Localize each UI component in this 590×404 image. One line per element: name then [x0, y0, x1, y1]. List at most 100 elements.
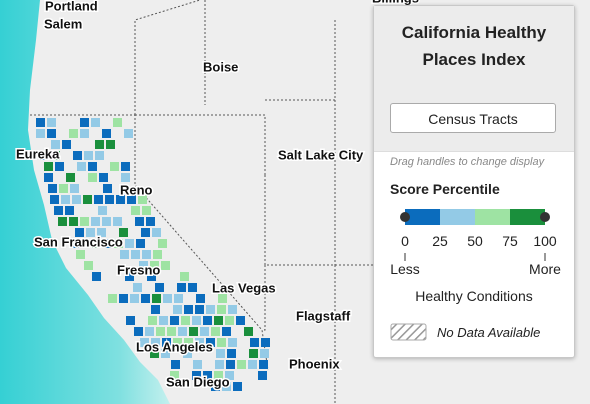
tract-tile	[47, 118, 56, 127]
tract-tile	[121, 162, 130, 171]
tract-tile	[248, 360, 257, 369]
tract-tile	[138, 195, 147, 204]
tract-tile	[159, 316, 168, 325]
tract-tile	[183, 349, 192, 358]
tract-tile	[158, 239, 167, 248]
scale-low: Less	[390, 261, 420, 277]
tract-tile	[189, 327, 198, 336]
tract-tile	[211, 327, 220, 336]
tract-tile	[147, 272, 156, 281]
tract-tile	[75, 228, 84, 237]
scale-tick-label: 75	[502, 233, 518, 249]
tract-tile	[95, 140, 104, 149]
scale-title: Score Percentile	[390, 181, 500, 197]
city-label: Phoenix	[289, 356, 340, 371]
tract-tile	[217, 338, 226, 347]
tract-tile	[36, 118, 45, 127]
tract-tile	[142, 250, 151, 259]
tract-tile	[47, 129, 56, 138]
tract-tile	[145, 327, 154, 336]
ocean	[0, 0, 170, 404]
tract-tile	[227, 349, 236, 358]
scale-tick-label: 50	[467, 233, 483, 249]
tract-tile	[72, 195, 81, 204]
tract-tile	[250, 338, 259, 347]
tract-tile	[113, 217, 122, 226]
legend-header: California Healthy Places Index Census T…	[374, 6, 574, 152]
tract-tile	[195, 338, 204, 347]
tract-tile	[84, 261, 93, 270]
tract-tile	[51, 140, 60, 149]
tract-tile	[259, 360, 268, 369]
tract-tile	[141, 228, 150, 237]
scale-segment	[405, 209, 440, 225]
tract-tile	[58, 217, 67, 226]
tract-tile	[261, 338, 270, 347]
tract-tile	[215, 360, 224, 369]
tract-tile	[140, 338, 149, 347]
tract-tile	[94, 195, 103, 204]
tract-tile	[222, 327, 231, 336]
tract-tile	[236, 316, 245, 325]
tract-tile	[193, 360, 202, 369]
scale-segment	[475, 209, 510, 225]
tract-tile	[119, 294, 128, 303]
tract-tile	[184, 305, 193, 314]
tract-tile	[131, 250, 140, 259]
city-label: Salem	[44, 16, 82, 31]
tract-tile	[106, 140, 115, 149]
tract-tile	[40, 151, 49, 160]
tract-tile	[141, 294, 150, 303]
tract-tile	[69, 129, 78, 138]
no-data-swatch	[390, 323, 427, 341]
scale-tick-label: 0	[401, 233, 409, 249]
tract-tile	[125, 272, 134, 281]
tract-tile	[135, 217, 144, 226]
tract-tile	[156, 327, 165, 336]
tract-tile	[44, 173, 53, 182]
tract-tile	[84, 151, 93, 160]
tract-tile	[51, 151, 60, 160]
tract-tile	[124, 129, 133, 138]
city-label: Salt Lake City	[278, 147, 364, 162]
tract-tile	[127, 195, 136, 204]
tract-tile	[73, 151, 82, 160]
tract-tile	[110, 162, 119, 171]
tract-tile	[192, 316, 201, 325]
tract-tile	[153, 250, 162, 259]
tract-tile	[114, 239, 123, 248]
tract-tile	[103, 239, 112, 248]
tract-tile	[167, 327, 176, 336]
tract-tile	[99, 173, 108, 182]
tract-tile	[146, 217, 155, 226]
tract-tile	[171, 360, 180, 369]
tract-tile	[203, 371, 212, 380]
city-label: Portland	[45, 0, 98, 13]
tract-tile	[97, 228, 106, 237]
tract-tile	[88, 173, 97, 182]
tract-tile	[136, 239, 145, 248]
tract-tile	[59, 184, 68, 193]
tract-tile	[133, 283, 142, 292]
tract-tile	[218, 294, 227, 303]
scale-high: More	[529, 261, 561, 277]
tract-tile	[116, 195, 125, 204]
tract-tile	[161, 261, 170, 270]
tract-tile	[126, 316, 135, 325]
tract-tile	[86, 228, 95, 237]
tract-tile	[131, 206, 140, 215]
tract-tile	[214, 316, 223, 325]
tract-tile	[70, 184, 79, 193]
scale-caption: Healthy Conditions	[415, 288, 533, 304]
geography-button[interactable]: Census Tracts	[390, 103, 556, 133]
tract-tile	[214, 371, 223, 380]
tract-tile	[203, 316, 212, 325]
tract-tile	[105, 195, 114, 204]
tract-tile	[119, 228, 128, 237]
no-data-label: No Data Available	[437, 325, 540, 340]
tract-tile	[69, 217, 78, 226]
tract-tile	[95, 151, 104, 160]
tract-tile	[88, 162, 97, 171]
tract-tile	[222, 382, 231, 391]
